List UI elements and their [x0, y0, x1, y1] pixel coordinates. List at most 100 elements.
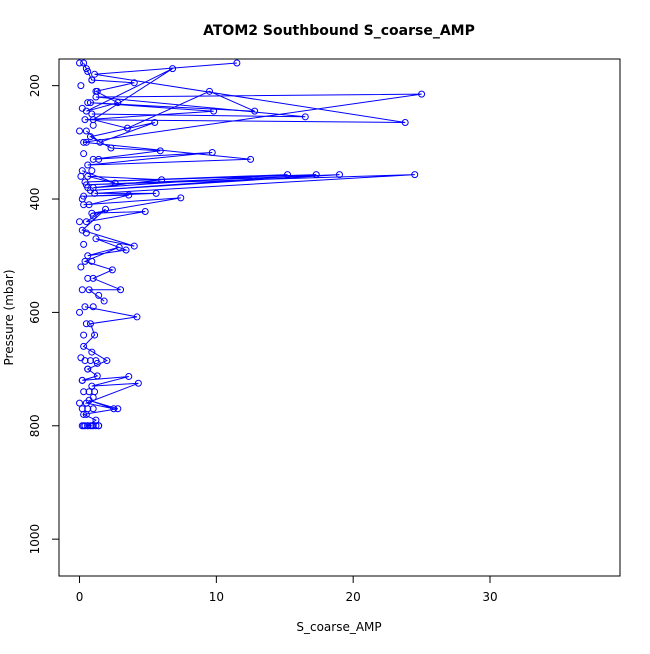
data-point — [115, 243, 123, 251]
data-point — [82, 229, 90, 237]
series-line-3 — [81, 197, 181, 302]
data-point — [156, 147, 164, 155]
data-point — [82, 65, 90, 73]
series-line-1 — [83, 93, 422, 166]
data-point — [91, 388, 99, 396]
data-point — [76, 218, 84, 226]
data-point — [88, 257, 96, 265]
data-point — [95, 422, 103, 430]
data-point — [96, 138, 104, 146]
y-tick-label: 1000 — [28, 524, 42, 555]
y-tick-label: 400 — [28, 188, 42, 211]
data-point — [102, 205, 110, 213]
data-point — [110, 405, 118, 413]
plot-layer — [76, 59, 426, 430]
data-point — [84, 99, 92, 107]
data-point — [284, 171, 292, 179]
data-point — [89, 274, 97, 282]
data-point — [92, 422, 100, 430]
x-tick-label: 20 — [346, 590, 361, 604]
data-point — [76, 399, 84, 407]
y-tick-label: 800 — [28, 414, 42, 437]
data-point — [208, 149, 216, 157]
data-point — [84, 172, 92, 180]
x-axis-label: S_coarse_AMP — [296, 620, 381, 634]
data-point — [95, 155, 103, 163]
data-point — [80, 59, 88, 67]
data-point — [91, 189, 99, 197]
data-point — [206, 87, 214, 95]
data-point — [89, 405, 97, 413]
data-point — [100, 297, 108, 305]
data-point — [122, 246, 130, 254]
data-point — [169, 65, 177, 73]
data-point — [82, 320, 90, 328]
data-point — [93, 372, 101, 380]
data-point — [78, 104, 86, 112]
data-point — [158, 176, 166, 184]
data-point — [84, 161, 92, 169]
data-point — [92, 357, 100, 365]
data-point — [84, 274, 92, 282]
data-point — [125, 191, 133, 199]
data-point — [81, 422, 89, 430]
data-point — [89, 155, 97, 163]
data-point — [233, 59, 241, 67]
data-point — [114, 99, 122, 107]
data-point — [82, 127, 90, 135]
data-point — [86, 320, 94, 328]
data-point — [80, 138, 88, 146]
data-point — [80, 331, 88, 339]
data-point — [86, 422, 94, 430]
data-point — [134, 379, 142, 387]
y-tick-label: 600 — [28, 301, 42, 324]
data-point — [78, 405, 86, 413]
x-tick-label: 10 — [209, 590, 224, 604]
x-tick-label: 30 — [482, 590, 497, 604]
y-tick-label: 200 — [28, 74, 42, 97]
data-point — [95, 291, 103, 299]
data-point — [81, 303, 89, 311]
data-point — [125, 372, 133, 380]
data-point — [86, 133, 94, 141]
data-point — [77, 263, 85, 271]
data-point — [336, 171, 343, 179]
data-point — [133, 313, 141, 321]
data-point — [251, 107, 259, 115]
data-point — [77, 82, 85, 90]
data-point — [85, 388, 93, 396]
x-axis: 0 10 20 30 — [76, 575, 498, 604]
data-point — [82, 138, 90, 146]
data-point — [76, 59, 84, 67]
data-point — [130, 242, 138, 250]
data-point — [84, 422, 92, 430]
data-point — [85, 286, 93, 294]
data-point — [89, 212, 97, 220]
data-point — [91, 70, 99, 78]
data-point — [114, 405, 122, 413]
x-tick-label: 0 — [76, 590, 84, 604]
data-point — [76, 127, 84, 135]
data-point — [117, 286, 125, 294]
data-point — [89, 121, 97, 129]
data-point — [80, 150, 88, 158]
chart-title: ATOM2 Southbound S_coarse_AMP — [203, 23, 475, 39]
data-point — [81, 116, 89, 124]
data-point — [88, 76, 96, 84]
data-point — [111, 179, 119, 187]
data-point — [84, 184, 92, 192]
data-point — [88, 167, 96, 175]
data-point — [88, 348, 96, 356]
data-point — [86, 99, 94, 107]
data-point — [80, 388, 88, 396]
data-point — [80, 342, 88, 350]
y-axis-label: Pressure (mbar) — [2, 269, 16, 365]
data-point — [84, 405, 92, 413]
data-point — [80, 240, 88, 248]
data-point — [76, 308, 84, 316]
data-point — [247, 155, 255, 163]
data-point — [141, 207, 149, 215]
data-point — [108, 266, 116, 274]
